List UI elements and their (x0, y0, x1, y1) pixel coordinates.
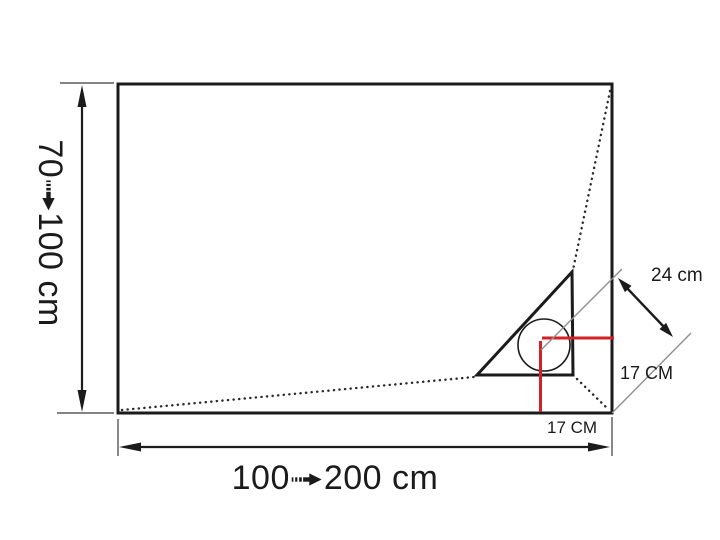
drain-triangle (473, 268, 575, 377)
diagonal-dimension-arrow (618, 278, 673, 337)
corner-extension-line (611, 332, 692, 414)
height-dimension-label: 70 100 cm (31, 139, 69, 327)
bottom-offset-label: 17 CM (547, 418, 598, 437)
slope-dotted-line-bottom (120, 375, 476, 412)
tray-outline (116, 82, 614, 415)
diagonal-dimension-label: 24 cm (651, 265, 703, 286)
width-from-value: 100 (231, 459, 290, 497)
range-arrow-icon (42, 180, 56, 211)
width-to-value: 200 cm (323, 459, 439, 497)
width-dimension-line (117, 417, 613, 456)
height-from-value: 70 (31, 139, 69, 179)
height-dimension-line (57, 82, 114, 414)
width-dimension-label: 100 200 cm (232, 461, 439, 495)
range-arrow-icon (291, 472, 322, 486)
slope-dotted-line-right (571, 89, 612, 272)
side-offset-label: 17 CM (620, 363, 674, 383)
drain-circle (517, 318, 571, 372)
drain-center-extension-line (540, 268, 623, 351)
height-to-value: 100 cm (31, 212, 69, 327)
slope-dotted-line-corner (575, 377, 610, 411)
